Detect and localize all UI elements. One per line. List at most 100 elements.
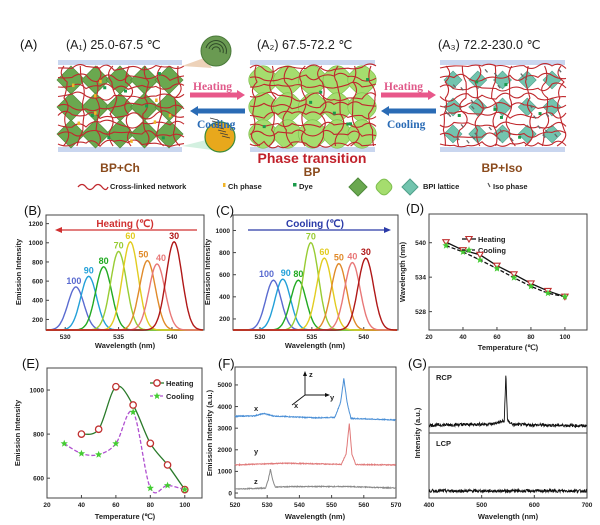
legend-iso-phase: Iso phase xyxy=(493,182,528,191)
dye-dot xyxy=(103,86,107,90)
iso-phase-mark xyxy=(533,115,537,120)
ch-phase-dot xyxy=(77,121,81,126)
helix-arc xyxy=(208,43,224,54)
cooling-annotation: Cooling (℃) xyxy=(286,219,344,230)
iso-phase-mark xyxy=(471,135,476,140)
network-strand xyxy=(108,65,118,147)
series-label-y: y xyxy=(254,447,259,456)
y-tick-label: 528 xyxy=(415,309,426,316)
iso-phase-mark xyxy=(460,123,465,128)
y-tick-label: 200 xyxy=(32,317,43,324)
network-strand xyxy=(439,130,567,138)
iso-phase-mark xyxy=(447,113,452,118)
helix-arc xyxy=(211,46,221,53)
star-marker xyxy=(476,256,484,263)
dye-dot xyxy=(499,115,503,119)
bp-iso-lattice-icon xyxy=(401,178,419,196)
dye-dot xyxy=(319,90,323,94)
iso-phase-mark xyxy=(554,133,558,138)
iso-phase-mark xyxy=(537,125,541,129)
x-tick-label: 20 xyxy=(43,502,51,509)
iso-phase-legend-icon xyxy=(487,182,491,188)
y-tick-label: 800 xyxy=(33,431,44,438)
dye-dot xyxy=(475,80,479,84)
network-strand xyxy=(57,102,185,112)
cooling-arrow-2 xyxy=(381,106,436,116)
panel-label-a: (A) xyxy=(20,37,37,52)
arrow-shaft xyxy=(196,108,245,114)
arrow-head xyxy=(237,90,245,100)
phase-transition-label: Phase transition xyxy=(258,150,367,166)
state-title-a1: (A₁) 25.0-67.5 ℃ xyxy=(66,38,161,52)
arrow-head xyxy=(55,227,62,233)
peak-label-100: 100 xyxy=(66,276,81,286)
x-tick-label: 100 xyxy=(559,334,570,341)
spectrum-line-lcp xyxy=(428,487,588,494)
star-marker xyxy=(465,246,473,254)
ylabel-f: Emission Intensity (a.u.) xyxy=(205,389,214,476)
state-box-a3 xyxy=(439,60,567,152)
series-label-z: z xyxy=(254,477,258,486)
dye-dot xyxy=(332,111,336,115)
star-marker xyxy=(561,292,569,300)
iso-phase-mark xyxy=(497,137,501,142)
dye-dot xyxy=(457,113,461,117)
star-marker xyxy=(112,439,120,447)
peak-label-90: 90 xyxy=(281,268,291,278)
spectrum-line-30 xyxy=(46,240,203,331)
legend-e-heating: Heating xyxy=(166,379,194,388)
network-strand xyxy=(439,102,567,109)
arrow-shaft xyxy=(381,92,430,98)
glass-substrate-top xyxy=(440,60,565,65)
helix-stripe xyxy=(217,129,227,133)
network-strand xyxy=(124,65,134,147)
spectrum-line-30 xyxy=(233,257,397,331)
x-tick-label: 535 xyxy=(306,334,317,341)
network-strand xyxy=(57,110,185,120)
iso-phase-mark xyxy=(456,136,460,141)
x-tick-label: 540 xyxy=(167,334,178,341)
ch-phase-dot xyxy=(94,94,97,98)
network-strand xyxy=(439,72,567,82)
y-tick-label: 600 xyxy=(32,278,43,285)
peak-label-40: 40 xyxy=(347,252,357,262)
star-marker xyxy=(510,273,518,281)
network-strand xyxy=(95,65,102,147)
dye-dot xyxy=(161,136,165,140)
series-line-cooling xyxy=(63,410,185,494)
iso-phase-mark xyxy=(484,68,489,73)
arrow-head xyxy=(428,90,436,100)
plot-frame xyxy=(46,367,203,499)
heating-label-1: Heating xyxy=(193,81,232,93)
axes-glyph-z: z xyxy=(309,370,313,379)
dye-dot xyxy=(157,72,161,76)
star-marker xyxy=(442,241,450,249)
legend-network: Cross-linked network xyxy=(110,182,187,191)
network-strand xyxy=(249,129,377,137)
iso-phase-mark xyxy=(520,73,524,77)
x-tick-label: 700 xyxy=(582,502,593,509)
ch-phase-dot xyxy=(168,113,172,118)
iso-phase-mark xyxy=(499,129,503,133)
bpi-lattice-diamond xyxy=(542,70,562,90)
network-strand xyxy=(333,65,345,147)
dye-dot xyxy=(123,89,127,93)
panel-label-e: (E) xyxy=(22,356,39,371)
y-tick-label: 1000 xyxy=(29,240,44,247)
network-strand xyxy=(249,81,377,89)
star-marker xyxy=(153,392,161,400)
phase-label-bp-ch: BP+Ch xyxy=(100,161,140,175)
legend-e-cooling: Cooling xyxy=(166,392,194,401)
helix-stripe xyxy=(215,126,225,130)
plot-frame xyxy=(234,366,397,499)
network-strand xyxy=(439,92,567,102)
x-tick-label: 500 xyxy=(476,502,487,509)
ch-phase-dot xyxy=(155,98,158,102)
spectrum-line-60 xyxy=(233,257,397,331)
iso-phase-mark xyxy=(488,126,492,131)
peak-label-50: 50 xyxy=(138,250,148,260)
xlabel-e: Temperature (℃) xyxy=(95,512,156,521)
y-tick-label: 1000 xyxy=(30,387,45,394)
network-strand xyxy=(524,65,534,147)
